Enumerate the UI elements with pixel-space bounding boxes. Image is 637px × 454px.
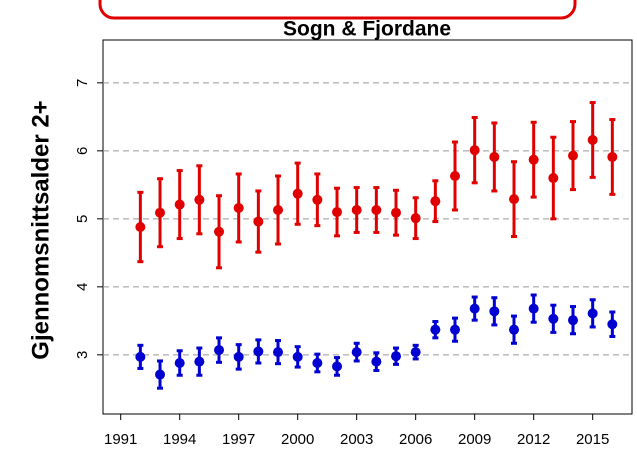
highlight-box [98, 0, 577, 20]
x-tick-label: 2015 [576, 431, 609, 448]
point [489, 306, 500, 317]
point [528, 154, 539, 165]
point [548, 173, 559, 184]
point [548, 313, 559, 324]
point [273, 205, 284, 215]
point [253, 216, 264, 227]
point [450, 324, 461, 335]
x-tick-label: 2012 [517, 431, 550, 448]
point [528, 303, 539, 314]
point [292, 188, 303, 199]
point [273, 347, 284, 358]
point [312, 358, 323, 368]
point [253, 346, 264, 357]
point [214, 226, 225, 237]
point [155, 207, 166, 218]
point [194, 356, 205, 367]
point [214, 345, 225, 356]
point [450, 171, 461, 181]
x-tick-label: 1997 [222, 431, 255, 448]
point [587, 134, 598, 145]
point [135, 351, 146, 362]
point [332, 207, 343, 218]
point [410, 213, 421, 224]
point [194, 194, 205, 205]
y-tick-label: 7 [74, 79, 91, 87]
point [233, 351, 244, 362]
point [351, 205, 362, 215]
point [391, 351, 402, 362]
chart-title: Sogn & Fjordane [283, 18, 451, 41]
y-tick-label: 5 [74, 215, 91, 223]
point [371, 205, 382, 215]
plot-frame [102, 39, 633, 415]
x-tick-label: 2006 [399, 431, 432, 448]
point [155, 369, 166, 380]
point [430, 324, 441, 335]
point [430, 196, 441, 207]
point [607, 319, 618, 330]
point [174, 358, 185, 368]
point [607, 151, 618, 162]
point [469, 303, 480, 314]
point [233, 202, 244, 213]
y-tick-label: 6 [74, 147, 91, 155]
point [509, 194, 520, 205]
point [489, 151, 500, 162]
point [568, 315, 579, 326]
point [174, 199, 185, 210]
point [312, 194, 323, 205]
point [469, 145, 480, 156]
x-tick-label: 1991 [104, 431, 137, 448]
point [371, 356, 382, 367]
point [587, 308, 598, 319]
point [410, 347, 421, 358]
point [135, 222, 146, 232]
point [509, 324, 520, 335]
y-axis-label: Gjennomsnittsalder 2+ [27, 100, 54, 359]
point [568, 150, 579, 161]
point [292, 351, 303, 362]
x-tick-label: 2000 [281, 431, 314, 448]
point [351, 347, 362, 358]
x-tick-label: 2009 [458, 431, 491, 448]
y-tick-label: 4 [74, 283, 91, 291]
x-tick-label: 1994 [163, 431, 196, 448]
point [332, 361, 343, 372]
point [391, 207, 402, 218]
x-tick-label: 2003 [340, 431, 373, 448]
y-tick-label: 3 [74, 351, 91, 359]
